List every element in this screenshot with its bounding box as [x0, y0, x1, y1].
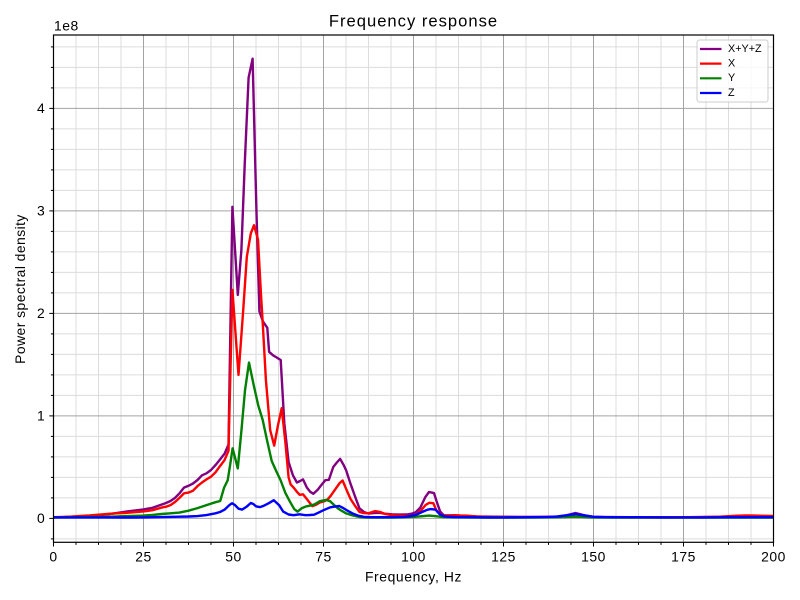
svg-text:0: 0: [37, 510, 45, 526]
svg-text:75: 75: [315, 549, 331, 565]
svg-text:150: 150: [581, 549, 606, 565]
svg-text:50: 50: [225, 549, 241, 565]
svg-text:175: 175: [671, 549, 696, 565]
svg-text:Frequency, Hz: Frequency, Hz: [365, 568, 462, 584]
svg-text:3: 3: [37, 203, 45, 219]
svg-text:0: 0: [49, 549, 57, 565]
svg-text:X: X: [728, 57, 735, 69]
svg-text:200: 200: [761, 549, 786, 565]
svg-text:Y: Y: [728, 72, 735, 84]
svg-text:2: 2: [37, 305, 45, 321]
svg-text:1e8: 1e8: [54, 17, 79, 33]
svg-text:100: 100: [401, 549, 426, 565]
svg-text:1: 1: [37, 408, 45, 424]
svg-text:X+Y+Z: X+Y+Z: [728, 43, 762, 55]
svg-text:Frequency response: Frequency response: [329, 12, 498, 31]
svg-text:25: 25: [135, 549, 151, 565]
svg-text:Z: Z: [728, 87, 735, 99]
svg-text:125: 125: [491, 549, 516, 565]
svg-text:4: 4: [37, 100, 45, 116]
svg-text:Power spectral density: Power spectral density: [12, 214, 28, 364]
